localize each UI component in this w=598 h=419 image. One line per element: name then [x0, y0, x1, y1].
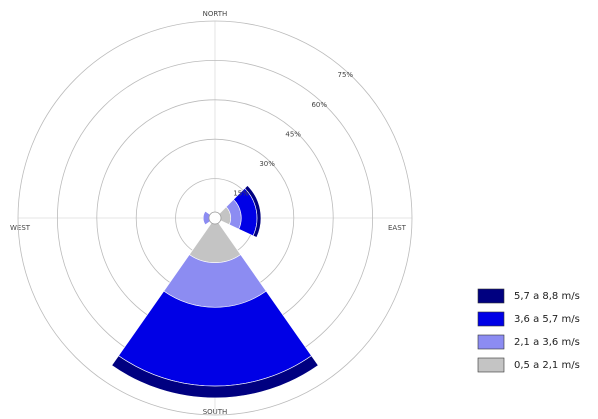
- ring-label: 60%: [311, 101, 327, 109]
- wedge: [244, 185, 262, 238]
- ring-label: 45%: [285, 130, 301, 138]
- legend-label: 5,7 a 8,8 m/s: [514, 291, 580, 302]
- ring: [17, 20, 413, 416]
- legend-label: 0,5 a 2,1 m/s: [514, 360, 580, 371]
- ring-labels: 15% 30% 45% 60% 75%: [233, 71, 353, 197]
- legend-label: 2,1 a 3,6 m/s: [514, 337, 580, 348]
- legend-swatch: [477, 288, 505, 304]
- east-label: EAST: [388, 224, 407, 232]
- wedge: [163, 254, 267, 308]
- center-hole: [208, 211, 222, 225]
- legend-swatch: [477, 357, 505, 373]
- wedges: [111, 185, 319, 399]
- legend-swatch: [477, 311, 505, 327]
- ring-label: 30%: [259, 160, 275, 168]
- wedge: [111, 355, 319, 399]
- ring-label: 15%: [233, 189, 249, 197]
- legend-label: 3,6 a 5,7 m/s: [514, 314, 580, 325]
- west-label: WEST: [10, 224, 31, 232]
- legend: 0,5 a 2,1 m/s 2,1 a 3,6 m/s 3,6 a 5,7 m/s 5…: [477, 288, 580, 373]
- legend-swatch: [477, 334, 505, 350]
- ring-label: 75%: [337, 71, 353, 79]
- north-label: NORTH: [203, 10, 228, 18]
